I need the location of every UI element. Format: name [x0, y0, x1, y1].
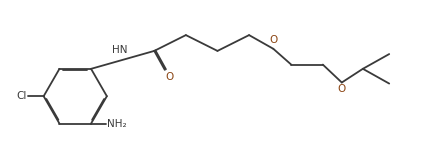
Text: O: O: [269, 35, 277, 45]
Text: HN: HN: [112, 45, 127, 55]
Text: O: O: [166, 72, 174, 82]
Text: O: O: [337, 84, 346, 94]
Text: Cl: Cl: [17, 91, 27, 101]
Text: NH₂: NH₂: [107, 119, 126, 129]
